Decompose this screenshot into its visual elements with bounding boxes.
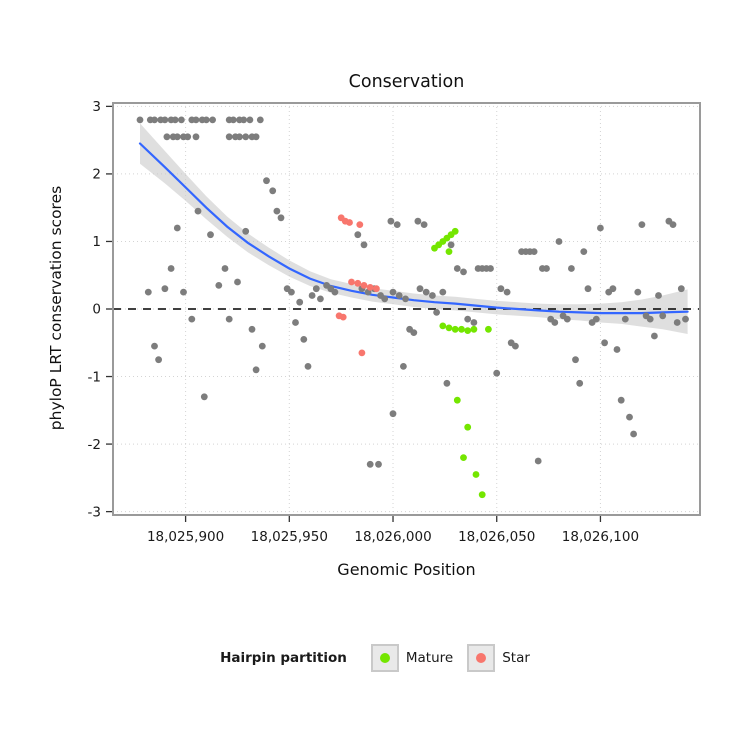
chart-title: Conservation <box>348 72 465 92</box>
legend-label-star: Star <box>502 650 530 666</box>
svg-text:18,026,000: 18,026,000 <box>354 529 431 545</box>
svg-text:18,026,100: 18,026,100 <box>562 529 639 545</box>
panel-border <box>112 102 701 516</box>
star-point-swatch-icon <box>476 653 487 663</box>
points-other <box>136 116 689 468</box>
svg-text:2: 2 <box>92 167 101 183</box>
points-mature <box>431 227 492 499</box>
y-axis-ticks: 3 2 1 0 -1 -2 -3 <box>88 99 112 520</box>
mature-point-swatch-icon <box>379 653 390 663</box>
loess-smooth-line <box>138 142 689 315</box>
legend-key-star <box>467 644 496 672</box>
svg-text:1: 1 <box>92 234 101 250</box>
legend-title: Hairpin partition <box>220 650 347 666</box>
svg-text:-3: -3 <box>88 504 101 520</box>
x-axis-ticks: 18,025,900 18,025,950 18,026,000 18,026,050… <box>147 516 639 545</box>
legend-key-mature <box>370 644 399 672</box>
svg-text:18,026,050: 18,026,050 <box>458 529 535 545</box>
svg-text:-1: -1 <box>88 369 101 385</box>
svg-text:18,025,900: 18,025,900 <box>147 529 224 545</box>
x-axis-label: Genomic Position <box>337 560 476 579</box>
legend-item-star: Star <box>467 644 530 672</box>
legend: Hairpin partition Mature Star <box>0 638 750 678</box>
svg-text:3: 3 <box>92 99 101 115</box>
svg-text:0: 0 <box>92 302 101 318</box>
legend-item-mature: Mature <box>370 644 454 672</box>
y-axis-label: phyloP LRT conservation scores <box>47 185 65 431</box>
legend-label-mature: Mature <box>405 650 454 666</box>
points-star <box>335 214 380 357</box>
svg-text:-2: -2 <box>88 437 101 453</box>
gridlines <box>113 103 700 515</box>
svg-text:18,025,950: 18,025,950 <box>251 529 328 545</box>
